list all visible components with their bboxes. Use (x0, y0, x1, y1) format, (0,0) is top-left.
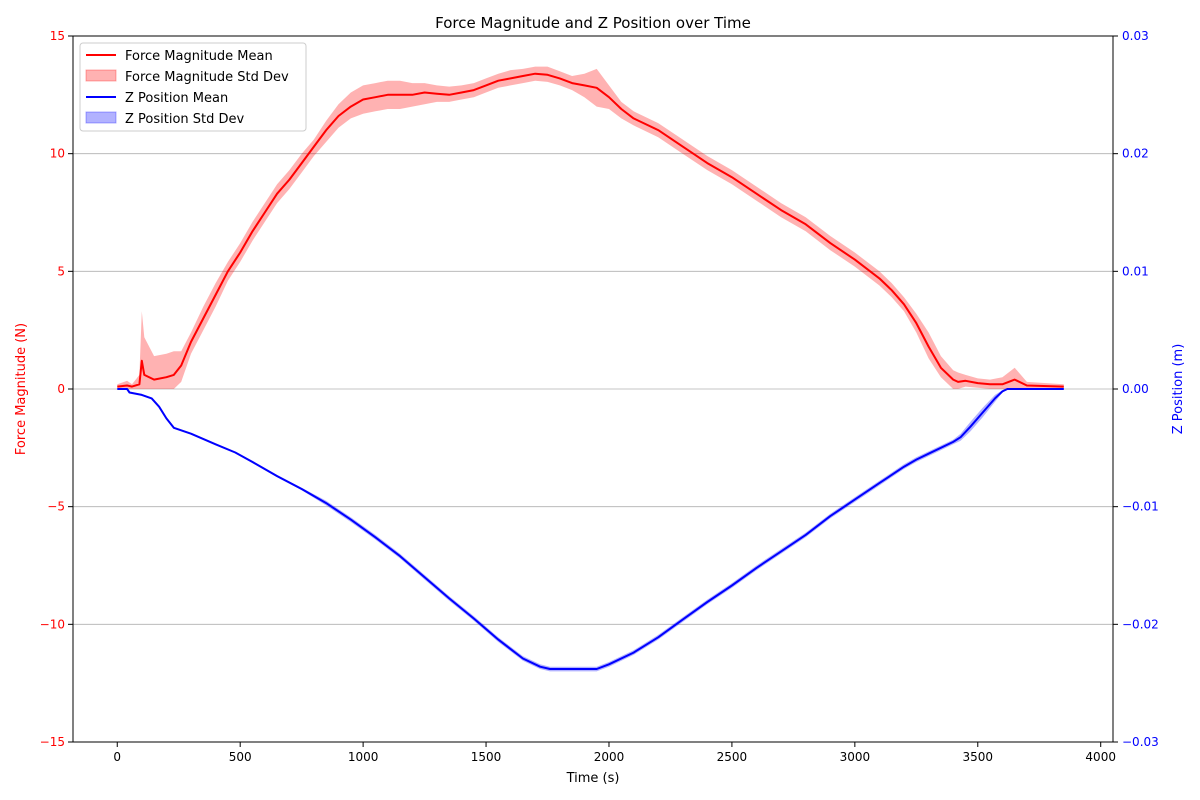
legend-box (79, 42, 307, 132)
z-mean-line (117, 388, 1064, 670)
legend-item-z-mean: Z Position Mean (86, 91, 228, 106)
left-y-tick-label: 5 (57, 264, 65, 278)
left-y-tick-label: −10 (40, 617, 65, 631)
right-y-tick-label: −0.01 (1122, 500, 1159, 514)
x-axis-ticks: 0 500 1000 1500 2000 2500 3000 3500 4000 (113, 742, 1116, 764)
legend-swatch-force-std (85, 69, 117, 82)
x-axis-label: Time (s) (566, 771, 620, 786)
left-y-tick-label: 10 (50, 147, 65, 161)
x-tick-label: 3000 (840, 750, 871, 764)
x-tick-label: 4000 (1085, 750, 1116, 764)
left-y-axis-ticks: −15 −10 −5 0 5 10 15 (40, 29, 73, 749)
right-y-tick-label: 0.00 (1122, 382, 1149, 396)
right-y-tick-label: −0.03 (1122, 735, 1159, 749)
left-y-tick-label: 15 (50, 29, 65, 43)
chart-title: Force Magnitude and Z Position over Time (435, 14, 751, 32)
legend: Force Magnitude Mean Force Magnitude Std… (79, 42, 307, 132)
right-y-axis-label: Z Position (m) (1171, 344, 1186, 435)
x-tick-label: 1500 (471, 750, 502, 764)
left-y-tick-label: −5 (47, 500, 65, 514)
x-tick-label: 3500 (963, 750, 994, 764)
left-y-tick-label: 0 (57, 382, 65, 396)
legend-label-z-std: Z Position Std Dev (125, 112, 245, 127)
legend-label-z-mean: Z Position Mean (125, 91, 228, 106)
legend-item-force-std: Force Magnitude Std Dev (85, 69, 289, 85)
legend-swatch-z-std (85, 111, 117, 124)
x-tick-label: 2000 (594, 750, 625, 764)
x-tick-label: 500 (229, 750, 252, 764)
z-std-band (117, 389, 1064, 672)
mean-lines (117, 72, 1064, 670)
legend-label-force-mean: Force Magnitude Mean (125, 49, 273, 64)
right-y-tick-label: 0.02 (1122, 147, 1149, 161)
legend-item-force-mean: Force Magnitude Mean (86, 49, 273, 64)
x-tick-label: 2500 (717, 750, 748, 764)
x-tick-label: 1000 (348, 750, 379, 764)
left-y-tick-label: −15 (40, 735, 65, 749)
right-y-tick-label: −0.02 (1122, 617, 1159, 631)
left-y-axis-label: Force Magnitude (N) (14, 323, 29, 455)
std-dev-bands (117, 66, 1064, 672)
force-mean-line (117, 72, 1064, 388)
right-y-tick-label: 0.01 (1122, 264, 1149, 278)
x-tick-label: 0 (113, 750, 121, 764)
right-y-tick-label: 0.03 (1122, 29, 1149, 43)
legend-item-z-std: Z Position Std Dev (85, 111, 245, 127)
right-y-axis-ticks: −0.03 −0.02 −0.01 0.00 0.01 0.02 0.03 (1113, 29, 1159, 749)
legend-label-force-std: Force Magnitude Std Dev (125, 70, 289, 85)
